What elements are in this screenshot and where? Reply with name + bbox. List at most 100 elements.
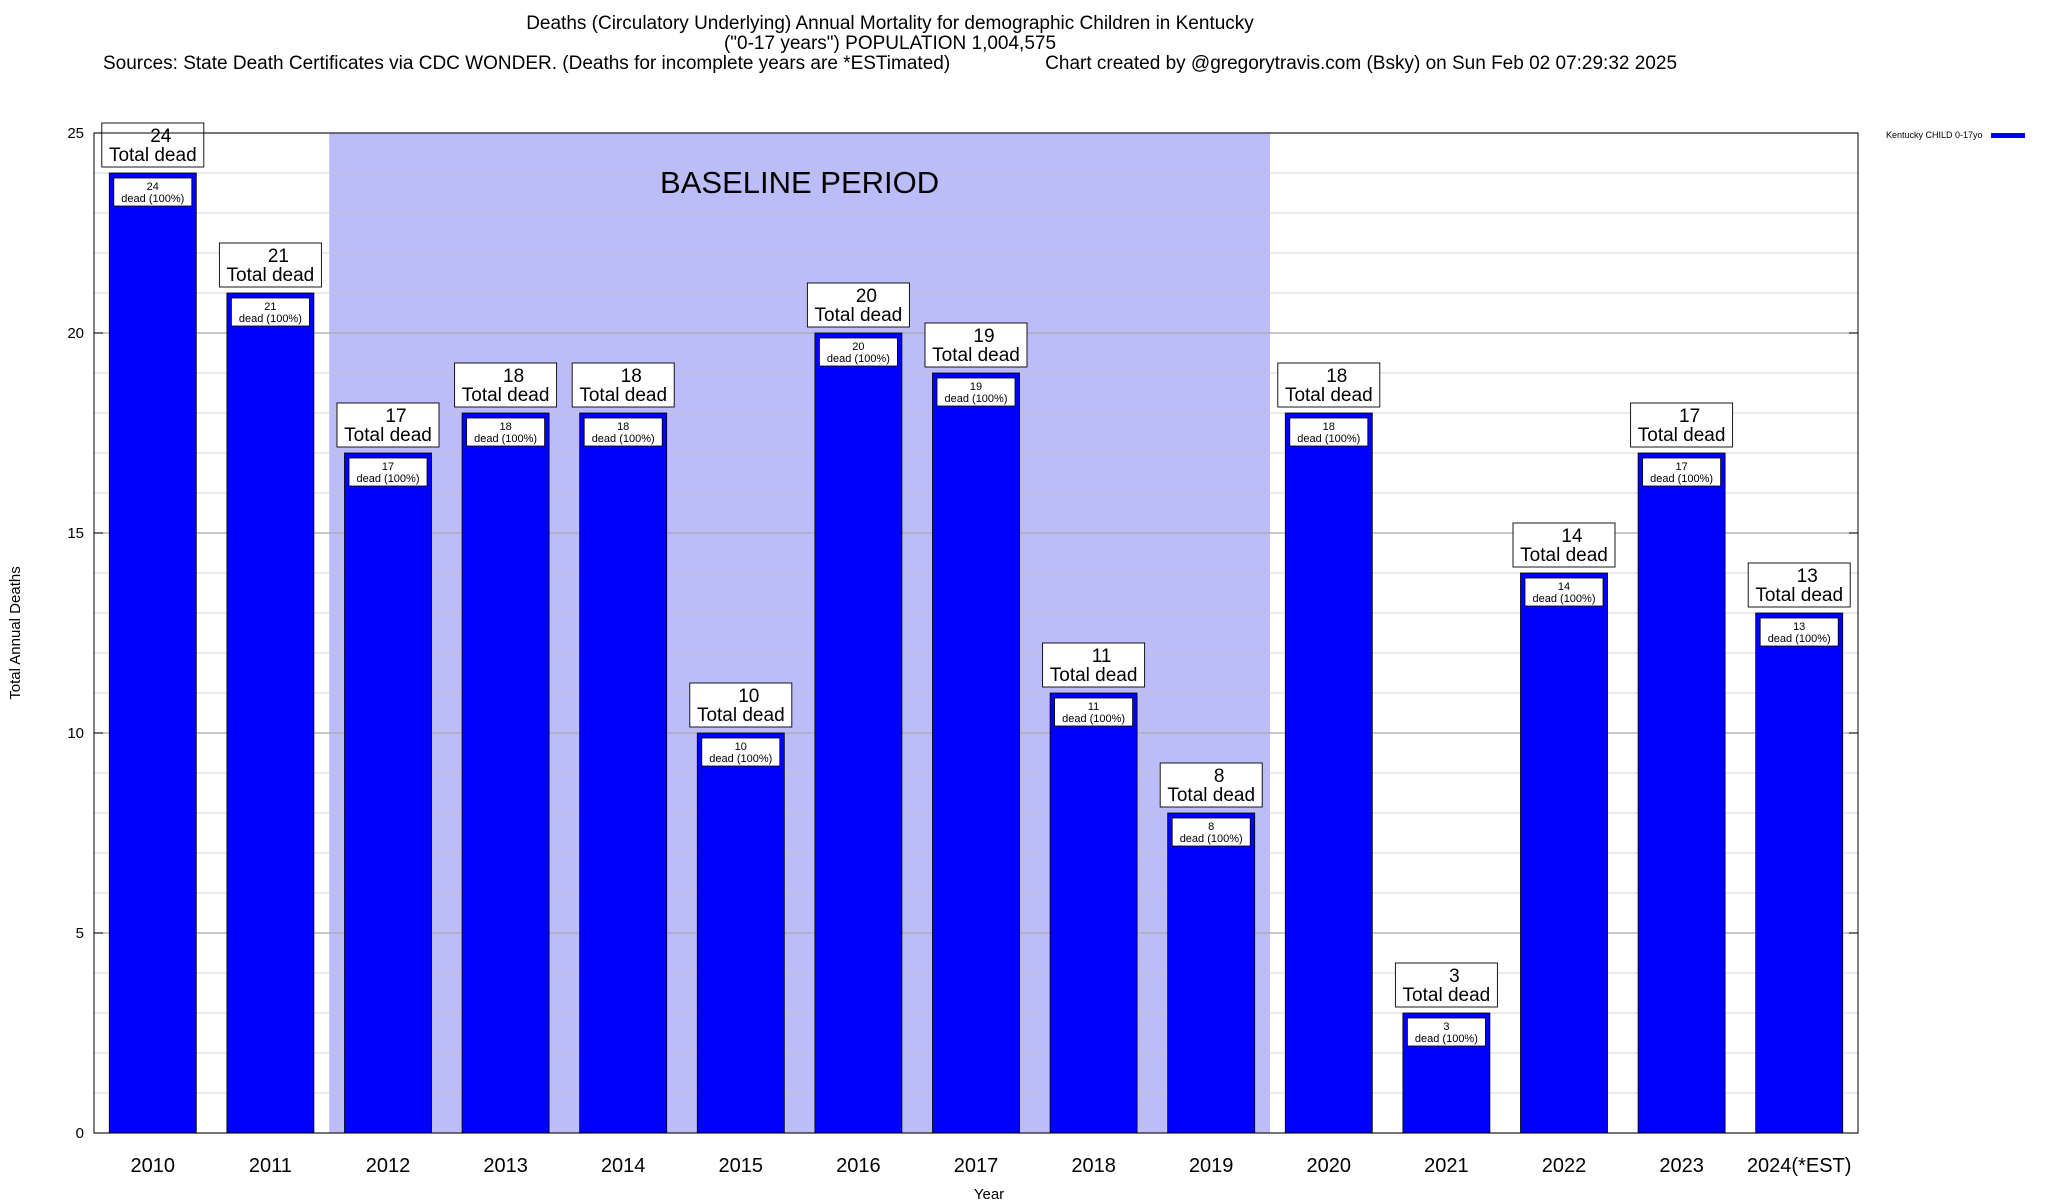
inner-percent-label: dead (100%) (1533, 593, 1596, 605)
inner-label-box (1524, 577, 1604, 607)
total-dead-label: Total dead (1050, 665, 1138, 686)
total-dead-label: Total dead (462, 385, 550, 406)
legend-swatch (1990, 132, 2025, 138)
total-dead-label: Total dead (1285, 385, 1373, 406)
x-tick-label: 2016 (836, 1155, 881, 1177)
inner-label-box (583, 417, 663, 447)
inner-percent-label: dead (100%) (1180, 833, 1243, 845)
inner-value-label: 18 (1323, 421, 1335, 433)
total-value-label: 13 (1797, 566, 1818, 587)
x-tick-label: 2024(*EST) (1747, 1155, 1852, 1177)
total-dead-label: Total dead (227, 265, 315, 286)
bar-2011 (226, 292, 315, 1134)
total-label-box (454, 362, 558, 408)
total-label-box (924, 322, 1028, 368)
inner-percent-label: dead (100%) (945, 393, 1008, 405)
total-dead-label: Total dead (344, 425, 432, 446)
total-label-box (1747, 562, 1851, 608)
inner-label-box (113, 177, 193, 207)
chart-created-credit: Chart created by @gregorytravis.com (Bsk… (1045, 53, 1678, 74)
x-tick-label: 2019 (1189, 1155, 1234, 1177)
x-tick-label: 2010 (131, 1155, 176, 1177)
y-tick-label: 5 (76, 925, 84, 942)
chart-source-line: Sources: State Death Certificates via CD… (0, 54, 1780, 74)
inner-value-label: 24 (147, 181, 159, 193)
chart-subtitle: ("0-17 years") POPULATION 1,004,575 (723, 33, 1057, 54)
total-value-label: 8 (1214, 766, 1225, 787)
inner-value-label: 17 (1675, 461, 1687, 473)
x-tick-label: 2023 (1659, 1155, 1704, 1177)
inner-label-box (1642, 457, 1721, 487)
inner-label-box (819, 337, 898, 367)
total-label-box (1630, 402, 1734, 448)
plot-border (93, 132, 1859, 1134)
inner-percent-label: dead (100%) (1650, 473, 1713, 485)
total-label-box (1512, 522, 1616, 568)
total-label-box (571, 362, 675, 408)
total-value-label: 24 (150, 126, 172, 147)
inner-value-label: 19 (970, 381, 982, 393)
inner-value-label: 10 (735, 741, 747, 753)
total-value-label: 3 (1449, 966, 1460, 987)
x-tick-label: 2020 (1307, 1155, 1352, 1177)
total-dead-label: Total dead (932, 345, 1020, 366)
legend: Kentucky CHILD 0-17yo (1886, 130, 2025, 140)
total-label-box (1277, 362, 1381, 408)
bar-2019 (1167, 812, 1256, 1134)
inner-label-box (1759, 617, 1839, 647)
bar-2010 (108, 172, 197, 1134)
total-dead-label: Total dead (579, 385, 667, 406)
inner-value-label: 18 (499, 421, 511, 433)
total-label-box (1394, 962, 1498, 1008)
inner-percent-label: dead (100%) (357, 473, 420, 485)
x-tick-label: 2012 (366, 1155, 411, 1177)
inner-percent-label: dead (100%) (1297, 433, 1360, 445)
total-value-label: 11 (1092, 646, 1112, 667)
total-label-box (1042, 642, 1146, 688)
inner-percent-label: dead (100%) (827, 353, 890, 365)
inner-percent-label: dead (100%) (121, 193, 184, 205)
total-label-box (101, 122, 205, 168)
total-dead-label: Total dead (1755, 585, 1843, 606)
inner-label-box (466, 417, 546, 447)
x-tick-label: 2013 (483, 1155, 528, 1177)
y-tick-label: 20 (67, 325, 84, 342)
y-axis-label: Total Annual Deaths (7, 566, 24, 699)
x-tick-label: 2014 (601, 1155, 646, 1177)
total-dead-label: Total dead (109, 145, 197, 166)
total-dead-label: Total dead (815, 305, 903, 326)
inner-value-label: 11 (1088, 701, 1099, 713)
total-value-label: 18 (1326, 366, 1347, 387)
inner-label-box (1054, 697, 1133, 727)
bar-2016 (814, 332, 903, 1134)
inner-percent-label: dead (100%) (592, 433, 655, 445)
inner-percent-label: dead (100%) (239, 313, 302, 325)
y-tick-label: 10 (67, 725, 84, 742)
inner-value-label: 18 (617, 421, 629, 433)
total-value-label: 17 (1679, 406, 1700, 427)
legend-label: Kentucky CHILD 0-17yo (1886, 130, 1983, 140)
bar-2024(*EST) (1755, 612, 1844, 1134)
total-value-label: 18 (503, 366, 524, 387)
y-tick-label: 15 (67, 525, 84, 542)
inner-label-box (348, 457, 428, 487)
inner-value-label: 13 (1793, 621, 1805, 633)
inner-label-box (1171, 817, 1251, 847)
inner-label-box (230, 297, 310, 327)
bar-2012 (344, 452, 432, 1134)
total-value-label: 17 (385, 406, 406, 427)
baseline-label: BASELINE PERIOD (660, 165, 939, 200)
total-value-label: 21 (268, 246, 289, 267)
bar-2014 (579, 412, 668, 1134)
x-tick-label: 2021 (1424, 1155, 1469, 1177)
total-label-box (806, 282, 910, 328)
inner-percent-label: dead (100%) (474, 433, 537, 445)
inner-percent-label: dead (100%) (1768, 633, 1831, 645)
total-value-label: 14 (1561, 526, 1583, 547)
inner-value-label: 14 (1558, 581, 1570, 593)
bar-2018 (1049, 692, 1138, 1134)
total-value-label: 10 (738, 686, 759, 707)
bar-2013 (461, 412, 550, 1134)
bar-2022 (1520, 572, 1608, 1134)
